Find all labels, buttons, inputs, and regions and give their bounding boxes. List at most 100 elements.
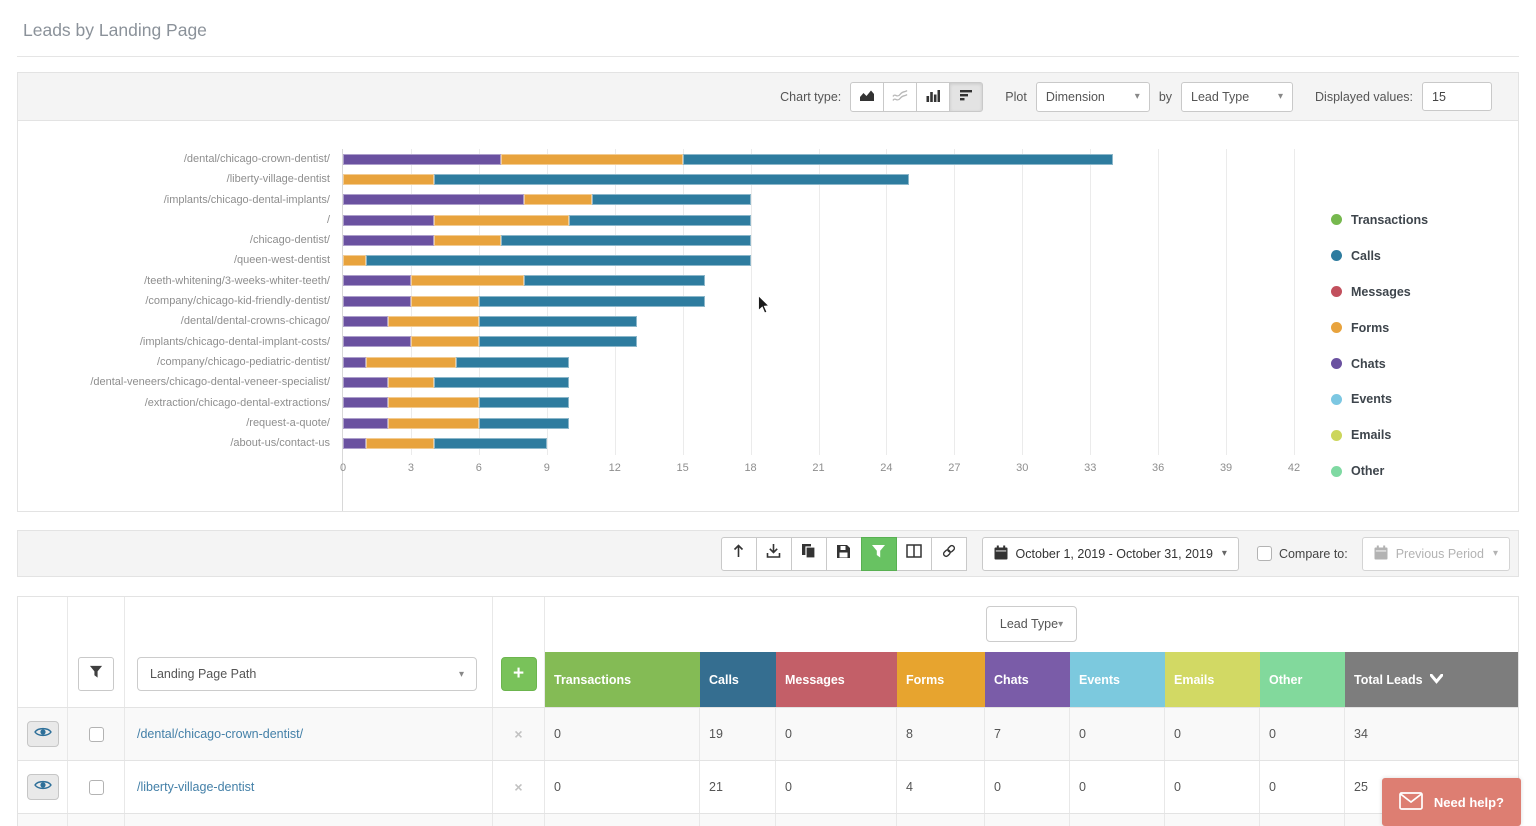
chart-bars: [343, 149, 1294, 453]
plot-dimension-select[interactable]: Dimension ▾: [1035, 81, 1150, 112]
legend-dot: [1331, 358, 1342, 369]
horizontal-bar-chart-icon: [959, 89, 973, 104]
columns-button[interactable]: [895, 536, 932, 571]
legend-item-forms[interactable]: Forms: [1331, 310, 1518, 346]
previous-period-text: Previous Period: [1395, 546, 1484, 561]
eye-column-header: [18, 597, 68, 707]
date-range-button[interactable]: October 1, 2019 - October 31, 2019 ▾: [981, 536, 1239, 571]
checkbox-cell: [68, 708, 125, 760]
row-checkbox[interactable]: [88, 779, 104, 795]
save-button[interactable]: [825, 536, 862, 571]
remove-row-button[interactable]: ×: [514, 726, 523, 742]
bar-segment-chats: [343, 417, 389, 429]
column-header-messages[interactable]: Messages: [776, 652, 897, 707]
chevron-down-icon: ▾: [1058, 618, 1064, 630]
bar-segment-chats: [343, 234, 434, 246]
legend-item-chats[interactable]: Chats: [1331, 346, 1518, 382]
bar-row: [343, 311, 1294, 331]
axis-tick-label: 3: [407, 462, 414, 475]
column-header-transactions[interactable]: Transactions: [545, 652, 700, 707]
eye-button[interactable]: [26, 774, 59, 800]
line-chart-button[interactable]: [883, 81, 918, 112]
column-header-label: Messages: [785, 672, 845, 687]
displayed-values-input[interactable]: [1422, 82, 1492, 111]
lead-type-select[interactable]: Lead Type ▾: [985, 606, 1078, 642]
bar-segment-chats: [343, 356, 366, 368]
legend-item-transactions[interactable]: Transactions: [1331, 202, 1518, 238]
value-cell: [985, 814, 1070, 826]
category-label: /about-us/contact-us: [230, 437, 330, 450]
bar-segment-calls: [569, 214, 751, 226]
column-header-total-leads[interactable]: Total Leads: [1345, 652, 1518, 707]
gridline: [1226, 149, 1228, 455]
legend-item-other[interactable]: Other: [1331, 453, 1518, 489]
column-header-events[interactable]: Events: [1070, 652, 1165, 707]
eye-icon: [33, 725, 52, 743]
path-cell: /liberty-village-dentist: [125, 761, 493, 813]
column-header-emails[interactable]: Emails: [1165, 652, 1260, 707]
axis-tick-label: 24: [880, 462, 893, 475]
value-cell: 0: [985, 761, 1070, 813]
gridline: [1294, 149, 1295, 455]
download-icon: [766, 543, 781, 564]
column-header-calls[interactable]: Calls: [700, 652, 776, 707]
chevron-down-icon: ▾: [1492, 548, 1498, 559]
eye-button[interactable]: [26, 721, 59, 747]
lead-type-value: Lead Type: [999, 617, 1059, 631]
by-label: by: [1158, 89, 1173, 104]
lead-type-header-block: Lead Type ▾ Transactions Calls Messages For…: [545, 597, 1518, 707]
checkbox-cell: [68, 814, 125, 826]
legend-dot: [1331, 429, 1342, 441]
save-floppy-icon: [836, 544, 851, 564]
bar-segment-chats: [343, 316, 389, 328]
category-label: /queen-west-dentist: [234, 254, 330, 267]
chart-category-labels: /dental/chicago-crown-dentist/ /liberty-v…: [18, 149, 342, 511]
legend-label: Events: [1351, 392, 1392, 407]
legend-item-emails[interactable]: Emails: [1331, 417, 1518, 453]
copy-button[interactable]: [790, 536, 827, 571]
value-cell: 0: [1260, 761, 1345, 813]
legend-label: Other: [1351, 464, 1385, 479]
table-toolbar: October 1, 2019 - October 31, 2019 ▾ Com…: [17, 530, 1519, 577]
bar-segment-forms: [433, 234, 502, 246]
row-checkbox[interactable]: [88, 726, 104, 742]
category-label: /dental/chicago-crown-dentist/: [183, 153, 330, 165]
area-chart-button[interactable]: [850, 81, 885, 112]
add-row-button[interactable]: +: [500, 657, 537, 691]
bar-segment-chats: [343, 153, 502, 165]
bar-row: [343, 291, 1294, 311]
path-cell: [125, 814, 493, 826]
legend-item-messages[interactable]: Messages: [1331, 274, 1518, 310]
landing-page-path-select[interactable]: Landing Page Path ▾: [137, 657, 477, 691]
column-header-forms[interactable]: Forms: [897, 652, 985, 707]
filter-button[interactable]: [860, 536, 897, 571]
remove-row-button[interactable]: ×: [514, 779, 523, 795]
landing-page-link[interactable]: /dental/chicago-crown-dentist/: [137, 727, 304, 741]
horizontal-bar-chart-button[interactable]: [949, 81, 984, 112]
download-button[interactable]: [755, 536, 792, 571]
link-button[interactable]: [930, 536, 967, 571]
plot-by-select[interactable]: Lead Type ▾: [1181, 81, 1294, 112]
column-header-label: Emails: [1174, 672, 1215, 687]
table-filter-button[interactable]: [78, 657, 114, 691]
filter-column-header: [68, 597, 125, 707]
need-help-button[interactable]: Need help?: [1381, 778, 1521, 826]
previous-period-button[interactable]: Previous Period ▾: [1361, 536, 1510, 571]
compare-checkbox[interactable]: [1256, 546, 1272, 561]
column-chart-button[interactable]: [916, 81, 951, 112]
chevron-down-icon: ▾: [1278, 91, 1284, 102]
bar-segment-chats: [343, 275, 411, 287]
column-header-label: Calls: [709, 672, 739, 687]
upload-button[interactable]: [720, 536, 757, 571]
calendar-icon: [1374, 545, 1388, 563]
landing-page-link[interactable]: /liberty-village-dentist: [137, 780, 255, 794]
legend-item-calls[interactable]: Calls: [1331, 238, 1518, 274]
legend-item-events[interactable]: Events: [1331, 381, 1518, 417]
table-body: /dental/chicago-crown-dentist/× 0 19 0 8 7 0 0 0…: [18, 707, 1518, 826]
link-icon: [941, 543, 957, 564]
column-header-chats[interactable]: Chats: [985, 652, 1070, 707]
path-cell: /dental/chicago-crown-dentist/: [125, 708, 493, 760]
legend-label: Emails: [1351, 428, 1392, 443]
legend-label: Calls: [1351, 248, 1381, 263]
column-header-other[interactable]: Other: [1260, 652, 1345, 707]
